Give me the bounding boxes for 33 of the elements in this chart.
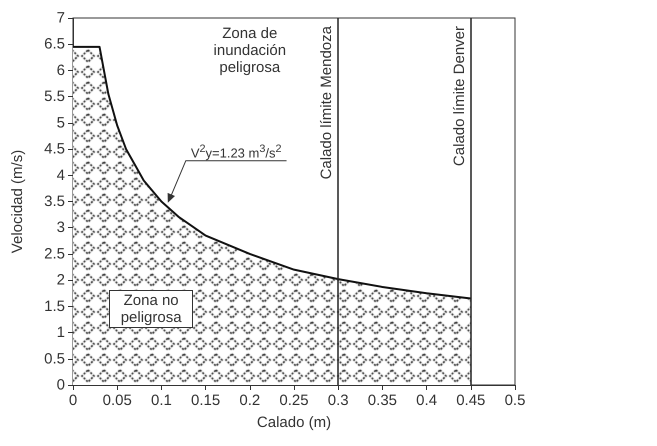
y-tick-label: 1 [56,324,65,342]
y-tick-label: 0.5 [44,350,65,368]
x-tick-label: 0.45 [456,392,486,409]
y-tick-label: 6 [56,62,65,79]
x-tick-label: 0 [68,392,78,409]
x-tick-label: 0.2 [239,392,260,409]
y-tick-label: 2 [56,272,65,289]
annotation: Zona de inundación peligrosa [212,25,288,76]
y-tick-label: 4.5 [44,140,65,158]
y-tick-label: 5 [56,114,65,132]
y-tick-label: 7 [56,10,65,26]
x-tick-label: 0.35 [368,392,397,409]
x-tick-label: 0.1 [150,392,172,409]
y-tick-label: 3 [56,219,65,236]
x-tick-label: 0.3 [328,392,349,409]
annotation: Zona no peligrosa [109,290,194,328]
y-tick-label: 1.5 [44,298,65,315]
y-tick-label: 0 [56,376,65,394]
x-tick-label: 0.5 [504,392,526,409]
x-tick-label: 0.15 [191,392,220,409]
y-tick-label: 3.5 [44,193,65,210]
x-tick-label: 0.4 [416,392,438,409]
ref-line-label: Calado límite Denver [450,26,468,166]
y-tick-label: 2.5 [44,245,65,262]
x-axis-title: Calado (m) [256,414,332,431]
ref-line-label: Calado límite Mendoza [318,25,336,180]
y-tick-label: 6.5 [44,36,65,53]
y-tick-label: 5.5 [44,88,65,106]
x-tick-label: 0.05 [102,392,132,409]
annotation: V$^{2}$y=1.23 m$^{3}$/s$^{2}$ [190,142,282,162]
y-axis-title: Velocidad (m/s) [9,150,26,254]
x-tick-label: 0.25 [279,392,309,409]
y-tick-label: 4 [56,166,65,184]
